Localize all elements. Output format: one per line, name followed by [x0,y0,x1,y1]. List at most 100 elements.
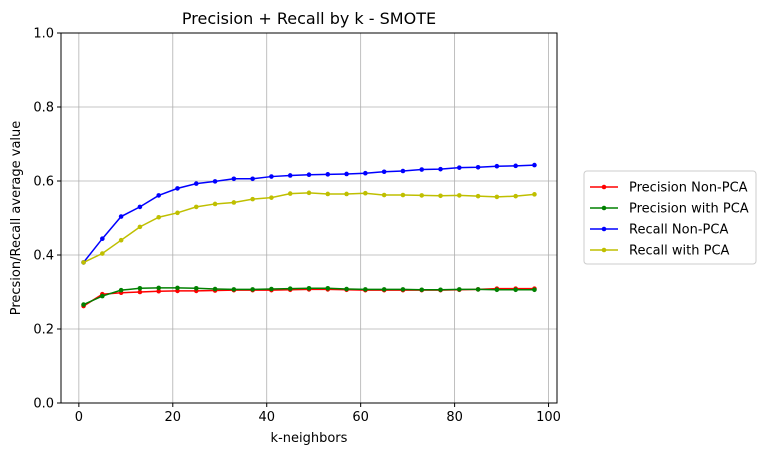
data-point [118,237,124,243]
data-point [231,287,237,292]
y-tick-label: 0.8 [33,101,54,116]
data-point [400,168,406,174]
legend-item: Precision Non-PCA [590,181,748,196]
data-point [513,287,518,293]
y-tick-label: 0.2 [33,323,54,338]
data-point [344,171,349,177]
data-point [325,191,331,197]
data-point [457,287,462,292]
data-point [175,186,180,191]
data-point [269,195,274,200]
data-point [400,192,406,198]
data-point [193,204,199,210]
x-tick-label: 60 [352,410,369,425]
y-tick-label: 0.4 [33,249,54,264]
data-point [400,287,406,292]
data-point [438,166,443,172]
legend: Precision Non-PCA Precision with PCA Recal… [583,170,757,265]
x-axis-label: k-neighbors [271,431,348,446]
series-3 [81,162,537,265]
data-point [81,302,86,307]
data-point [363,287,368,292]
legend-item: Recall Non-PCA [590,223,728,238]
data-point [231,176,237,182]
data-point [175,285,180,291]
data-point [381,287,387,292]
data-point [81,260,86,265]
legend-swatch-marker [601,226,607,232]
data-point [231,200,237,205]
legend-label: Precision with PCA [629,202,749,217]
data-point [212,286,218,292]
data-point [250,287,255,292]
data-point [363,170,368,176]
data-point [344,191,349,197]
plot-frame [60,32,558,404]
data-point [193,286,199,291]
data-point [325,172,331,177]
x-tick-label: 0 [75,410,83,425]
data-point [193,181,199,186]
data-point [306,172,312,178]
data-point [513,193,518,199]
series-2 [81,285,537,307]
y-tick-label: 0.6 [33,175,54,190]
x-tick-label: 40 [258,410,275,425]
data-point [287,191,293,196]
chart-title: Precision + Recall by k - SMOTE [182,9,436,28]
data-point [156,214,161,220]
data-point [118,287,124,293]
data-point [438,287,443,293]
data-point [457,165,462,170]
legend-label: Recall with PCA [629,244,730,259]
data-point [513,163,518,169]
plot-area [61,33,557,403]
y-axis-label: Precsion/Recall average value [9,121,24,316]
data-point [306,286,312,291]
x-tick-label: 20 [165,410,182,425]
data-point [475,193,481,199]
data-point [363,190,368,196]
y-tick-label: 1.0 [33,27,54,42]
data-point [287,173,293,178]
data-point [381,192,387,198]
legend-swatch-marker [601,184,607,190]
axis-ticks: 0 20 40 60 80 100 0.0 0.2 0.4 0.6 0.8 1.0 [33,27,561,426]
data-point [100,293,105,299]
data-point [419,167,425,172]
series-layer [81,162,537,309]
data-point [457,193,462,198]
legend-swatch-marker [601,247,607,253]
data-point [475,287,481,292]
data-point [438,193,443,199]
x-tick-label: 80 [446,410,463,425]
data-point [156,285,161,291]
data-point [175,210,180,216]
data-point [137,286,143,291]
data-point [532,162,537,168]
legend-swatch-marker [601,205,607,211]
data-point [532,192,537,197]
data-point [269,174,274,179]
data-point [156,193,161,198]
legend-item: Precision with PCA [590,202,749,217]
y-tick-label: 0.0 [33,397,54,412]
legend-item: Recall with PCA [590,244,730,259]
data-point [100,251,105,256]
data-point [269,286,274,292]
data-point [475,165,481,170]
data-point [287,286,293,291]
data-point [137,289,143,295]
legend-label: Recall Non-PCA [629,223,728,238]
data-point [494,287,500,293]
legend-label: Precision Non-PCA [629,181,748,196]
data-point [419,193,425,198]
data-point [419,287,425,293]
legend-box [583,170,757,265]
data-point [494,194,500,200]
data-point [212,179,218,184]
data-point [325,286,331,291]
data-point [250,176,255,182]
data-point [494,163,500,169]
